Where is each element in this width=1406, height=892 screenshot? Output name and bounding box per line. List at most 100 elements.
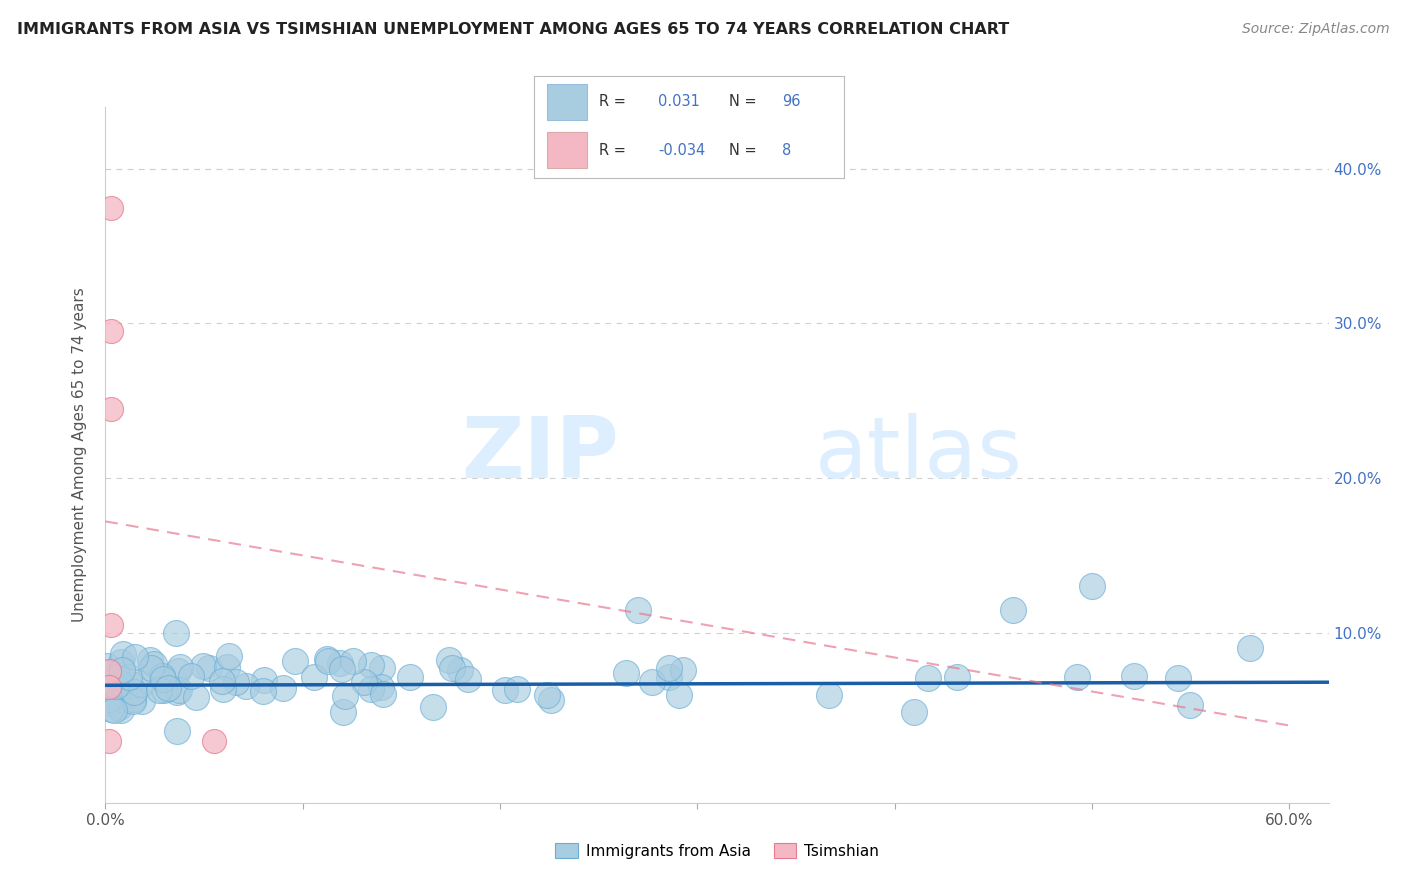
Point: [142, 657, 165, 672]
Point: [122, 685, 145, 699]
Text: 96: 96: [782, 95, 800, 110]
Point: [316, 654, 339, 668]
Point: [1178, 698, 1201, 713]
Point: [399, 670, 422, 684]
Text: R =: R =: [599, 95, 626, 110]
Point: [627, 602, 650, 616]
Point: [166, 724, 188, 739]
Point: [98, 692, 121, 706]
Point: [98, 665, 121, 679]
Text: IMMIGRANTS FROM ASIA VS TSIMSHIAN UNEMPLOYMENT AMONG AGES 65 TO 74 YEARS CORRELA: IMMIGRANTS FROM ASIA VS TSIMSHIAN UNEMPL…: [17, 22, 1010, 37]
Point: [110, 655, 132, 669]
Point: [215, 660, 238, 674]
Text: 8: 8: [782, 143, 792, 158]
Point: [672, 663, 695, 677]
Point: [658, 661, 681, 675]
Text: -0.034: -0.034: [658, 143, 706, 158]
Point: [370, 680, 392, 694]
Point: [333, 689, 356, 703]
Text: 0.031: 0.031: [658, 95, 700, 110]
Point: [342, 654, 364, 668]
Point: [668, 688, 690, 702]
Point: [457, 672, 479, 686]
Point: [105, 670, 128, 684]
Point: [360, 658, 382, 673]
Point: [449, 664, 471, 678]
Point: [817, 689, 839, 703]
Point: [131, 676, 153, 690]
Point: [1167, 671, 1189, 685]
Point: [373, 687, 395, 701]
Point: [253, 673, 276, 687]
Point: [218, 648, 240, 663]
Point: [112, 687, 135, 701]
Point: [536, 688, 558, 702]
Y-axis label: Unemployment Among Ages 65 to 74 years: Unemployment Among Ages 65 to 74 years: [72, 287, 87, 623]
Point: [124, 649, 146, 664]
Point: [148, 683, 170, 698]
Point: [110, 663, 132, 677]
Point: [198, 661, 221, 675]
Point: [108, 700, 131, 714]
Point: [371, 661, 394, 675]
Text: atlas: atlas: [815, 413, 1024, 497]
Point: [614, 665, 637, 680]
Point: [329, 656, 352, 670]
Point: [121, 691, 143, 706]
Point: [100, 401, 122, 416]
Point: [946, 670, 969, 684]
Text: ZIP: ZIP: [461, 413, 619, 497]
Point: [1001, 602, 1024, 616]
Point: [1239, 641, 1261, 656]
Point: [360, 681, 382, 696]
Point: [315, 651, 337, 665]
Point: [141, 661, 163, 675]
Point: [167, 665, 190, 679]
Point: [153, 682, 176, 697]
Point: [540, 693, 562, 707]
Text: N =: N =: [730, 143, 756, 158]
Point: [330, 662, 353, 676]
Point: [152, 672, 174, 686]
Point: [100, 201, 122, 215]
Point: [104, 679, 127, 693]
Point: [108, 676, 131, 690]
Point: [131, 694, 153, 708]
Point: [152, 669, 174, 683]
Point: [156, 681, 179, 695]
Point: [506, 681, 529, 696]
Point: [641, 675, 664, 690]
Point: [98, 680, 121, 694]
Point: [302, 670, 325, 684]
Text: N =: N =: [730, 95, 756, 110]
Point: [211, 673, 233, 688]
Text: R =: R =: [599, 143, 626, 158]
Point: [108, 691, 131, 706]
Point: [165, 625, 187, 640]
Point: [110, 703, 132, 717]
Point: [191, 658, 214, 673]
Text: Source: ZipAtlas.com: Source: ZipAtlas.com: [1241, 22, 1389, 37]
Bar: [547, 132, 586, 168]
Point: [100, 324, 122, 338]
Point: [422, 699, 444, 714]
Point: [98, 696, 121, 710]
Point: [202, 734, 225, 748]
Point: [494, 682, 516, 697]
Point: [100, 618, 122, 632]
Point: [169, 659, 191, 673]
Point: [139, 653, 162, 667]
Point: [225, 674, 247, 689]
Point: [100, 701, 122, 715]
Point: [1122, 669, 1144, 683]
Point: [353, 675, 375, 690]
Point: [235, 679, 257, 693]
Point: [439, 653, 461, 667]
Point: [252, 684, 274, 698]
Point: [166, 685, 188, 699]
Point: [271, 681, 294, 695]
Point: [122, 678, 145, 692]
Point: [903, 705, 925, 719]
Point: [186, 690, 208, 704]
Point: [118, 670, 141, 684]
